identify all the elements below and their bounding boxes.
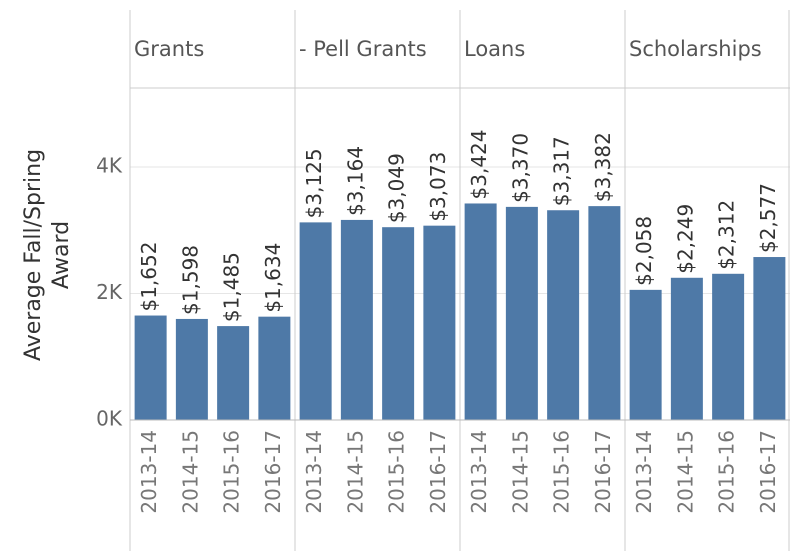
bar [134, 315, 167, 420]
value-label: $2,577 [756, 183, 780, 253]
x-tick-label: 2014-15 [673, 430, 697, 514]
bar [423, 225, 456, 420]
value-label: $3,370 [508, 133, 532, 203]
bar [712, 273, 745, 420]
value-label: $1,598 [178, 245, 202, 315]
bar [299, 222, 332, 420]
x-tick-label: 2016-17 [756, 430, 780, 514]
value-label: $3,424 [467, 129, 491, 199]
facet-label: Scholarships [629, 37, 762, 61]
value-label: $3,073 [426, 152, 450, 222]
y-axis-title: Average Fall/Spring Award [21, 148, 74, 362]
value-label: $1,634 [261, 243, 285, 313]
value-label: $3,164 [343, 146, 367, 216]
x-tick-label: 2013-14 [467, 430, 491, 514]
bar [547, 210, 580, 420]
x-tick-label: 2014-15 [178, 430, 202, 514]
bar [753, 257, 786, 420]
bar [670, 277, 703, 420]
x-tick-label: 2015-16 [220, 430, 244, 514]
facet-label: - Pell Grants [299, 37, 427, 61]
x-tick-label: 2014-15 [343, 430, 367, 514]
x-tick-label: 2015-16 [715, 430, 739, 514]
value-label: $3,317 [550, 136, 574, 206]
bar [588, 206, 621, 420]
value-label: $1,485 [220, 252, 244, 322]
x-tick-label: 2015-16 [550, 430, 574, 514]
x-tick-label: 2014-15 [508, 430, 532, 514]
bar [217, 326, 250, 420]
bar [629, 289, 662, 420]
value-label: $1,652 [137, 242, 161, 312]
bar [258, 316, 291, 420]
bar [464, 203, 497, 420]
value-label: $3,049 [385, 153, 409, 223]
bar [340, 219, 373, 420]
x-tick-label: 2016-17 [426, 430, 450, 514]
x-tick-label: 2013-14 [302, 430, 326, 514]
facet-label: Grants [134, 37, 204, 61]
value-label: $3,382 [591, 132, 615, 202]
bar [175, 318, 208, 420]
x-tick-label: 2016-17 [261, 430, 285, 514]
bar [382, 227, 415, 420]
value-label: $2,058 [632, 216, 656, 286]
value-label: $3,125 [302, 148, 326, 218]
y-tick-label: 2K [96, 280, 123, 304]
facet-label: Loans [464, 37, 525, 61]
y-tick-label: 4K [96, 154, 123, 178]
value-label: $2,249 [673, 204, 697, 274]
x-tick-label: 2016-17 [591, 430, 615, 514]
x-tick-label: 2013-14 [632, 430, 656, 514]
x-tick-label: 2015-16 [385, 430, 409, 514]
x-tick-label: 2013-14 [137, 430, 161, 514]
bar [505, 206, 538, 420]
y-tick-label: 0K [96, 407, 123, 431]
value-label: $2,312 [715, 200, 739, 270]
